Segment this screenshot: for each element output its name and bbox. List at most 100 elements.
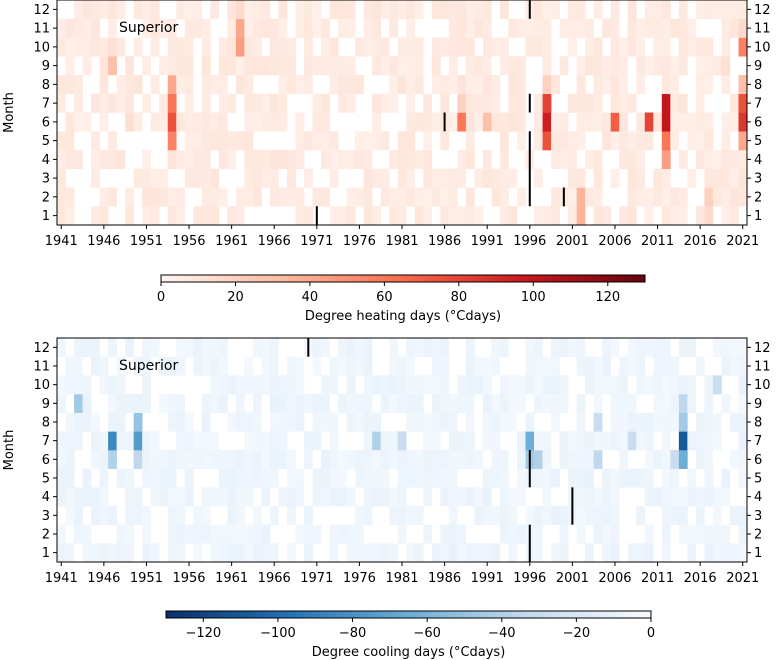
heatmap-cell: [295, 487, 305, 507]
heatmap-cell: [235, 394, 245, 413]
y-tick-label: 8: [42, 416, 50, 431]
heatmap-cell: [321, 375, 330, 395]
heatmap-cell: [619, 93, 629, 113]
heatmap-cell: [551, 206, 560, 226]
x-tick-label: 1971: [300, 571, 333, 586]
heatmap-cell: [65, 356, 75, 376]
heatmap-cell: [176, 187, 186, 207]
x-tick-label: 2016: [684, 571, 717, 586]
heatmap-cell: [57, 524, 66, 544]
heatmap-cell: [542, 131, 552, 151]
heatmap-cell: [312, 131, 322, 151]
heatmap-cell: [218, 131, 228, 151]
heatmap-cell: [363, 168, 373, 188]
x-tick-label: 2021: [726, 571, 759, 586]
heatmap-cell: [338, 487, 347, 507]
y-tick-label: 7: [42, 434, 50, 449]
heatmap-cell: [687, 168, 697, 188]
heatmap-cell: [661, 168, 671, 188]
y-tick-label: 7: [42, 97, 50, 112]
heatmap-cell: [193, 150, 203, 170]
heatmap-cell: [636, 543, 646, 563]
heatmap-cell: [474, 168, 484, 188]
heatmap-cell: [534, 338, 543, 357]
heatmap-cell: [57, 168, 66, 188]
heatmap-cell: [465, 338, 475, 357]
heatmap-cell: [627, 37, 637, 57]
heatmap-cell: [465, 112, 475, 132]
heatmap-cell: [372, 431, 382, 451]
heatmap-cell: [517, 56, 526, 76]
heatmap-cell: [269, 356, 279, 376]
heatmap-cell: [397, 506, 407, 525]
heatmap-cell: [406, 450, 416, 469]
heatmap-cell: [159, 450, 169, 469]
heatmap-cell: [201, 206, 211, 226]
heatmap-cell: [201, 450, 211, 469]
heatmap-cell: [304, 56, 313, 76]
heatmap-cell: [91, 431, 100, 451]
y-tick-label: 2: [42, 528, 50, 543]
heatmap-cell: [627, 412, 637, 432]
heatmap-cell: [312, 394, 322, 413]
heatmap-cell: [576, 356, 586, 376]
heatmap-cell: [116, 75, 126, 95]
heatmap-cell: [355, 37, 364, 57]
heatmap-cell: [389, 394, 399, 413]
heatmap-cell: [712, 150, 722, 170]
heatmap-cell: [184, 18, 194, 38]
heatmap-cell: [619, 75, 629, 95]
y-tick-label-right: 6: [754, 453, 762, 468]
x-tick-label: 2006: [598, 234, 631, 249]
heatmap-cell: [227, 412, 237, 432]
heatmap-cell: [346, 375, 356, 395]
heatmap-cell: [534, 0, 543, 20]
heatmap-cell: [551, 543, 560, 563]
heatmap-cell: [448, 412, 458, 432]
heatmap-cell: [653, 18, 663, 38]
y-tick-label: 9: [42, 59, 50, 74]
heatmap-cell: [721, 18, 731, 38]
heatmap-cell: [474, 375, 484, 395]
heatmap-cell: [210, 206, 220, 226]
heatmap-cell: [261, 56, 271, 76]
heatmap-cell: [363, 206, 373, 226]
heatmap-cell: [636, 506, 646, 525]
heatmap-cell: [661, 506, 671, 525]
heatmap-cell: [414, 506, 424, 525]
heatmap-cell: [295, 0, 305, 20]
heatmap-cell: [457, 524, 467, 544]
heatmap-cell: [729, 450, 739, 469]
heatmap-cell: [184, 468, 194, 488]
heatmap-cell: [201, 506, 211, 525]
heatmap-cell: [551, 375, 560, 395]
heatmap-cell: [636, 375, 646, 395]
heatmap-cell: [508, 206, 518, 226]
heatmap-cell: [542, 356, 552, 376]
heatmap-cell: [517, 18, 526, 38]
heatmap-cell: [559, 18, 569, 38]
heatmap-cell: [108, 56, 117, 76]
heatmap-cell: [201, 412, 211, 432]
heatmap-cell: [482, 37, 492, 57]
heatmap-cell: [610, 375, 620, 395]
heatmap-cell: [193, 206, 203, 226]
heatmap-cell: [678, 93, 688, 113]
x-tick-label: 2001: [556, 571, 589, 586]
y-tick-label: 12: [33, 341, 50, 356]
heatmap-cell: [414, 468, 424, 488]
heatmap-cell: [338, 524, 347, 544]
heatmap-cell: [406, 131, 416, 151]
heatmap-cell: [551, 338, 560, 357]
heatmap-cell: [363, 412, 373, 432]
heatmap-cell: [687, 338, 697, 357]
heatmap-cell: [482, 356, 492, 376]
heatmap-cell: [57, 150, 66, 170]
heatmap-cell: [74, 18, 83, 38]
heatmap-cell: [653, 487, 663, 507]
y-tick-label-right: 4: [754, 153, 762, 168]
heatmap-cell: [82, 487, 92, 507]
heatmap-cell: [218, 75, 228, 95]
heatmap-cell: [602, 56, 612, 76]
heatmap-cell: [695, 131, 705, 151]
